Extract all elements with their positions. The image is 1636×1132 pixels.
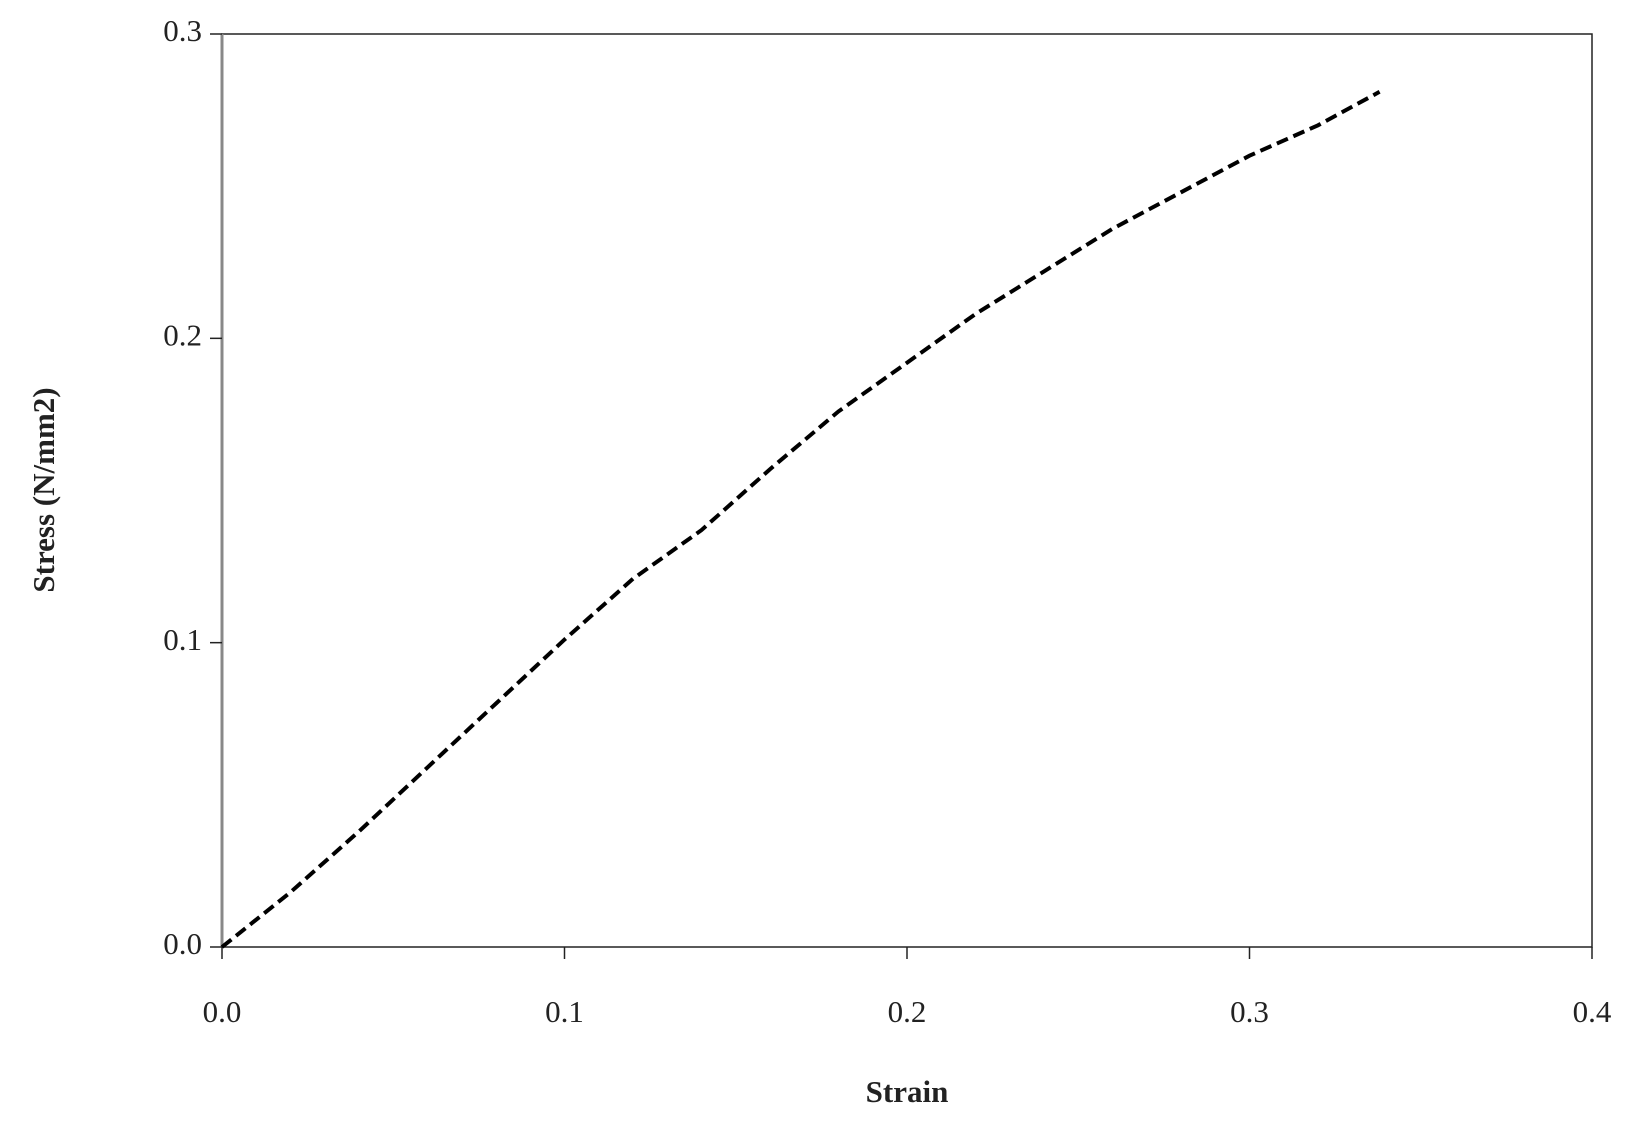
x-tick-label: 0.1	[545, 994, 584, 1029]
y-tick-label: 0.0	[163, 926, 202, 961]
y-tick-label: 0.2	[163, 317, 202, 352]
y-tick-label: 0.1	[163, 622, 202, 657]
y-axis-title: Stress (N/mm2)	[26, 387, 61, 592]
x-axis-title: Strain	[866, 1074, 949, 1109]
data-line	[220, 90, 1381, 949]
plot-frame	[221, 33, 1593, 948]
x-tick-label: 0.4	[1573, 994, 1612, 1029]
y-tick-label: 0.3	[163, 13, 202, 48]
x-tick-label: 0.0	[203, 994, 242, 1029]
x-tick-label: 0.2	[888, 994, 927, 1029]
x-tick-label: 0.3	[1230, 994, 1269, 1029]
